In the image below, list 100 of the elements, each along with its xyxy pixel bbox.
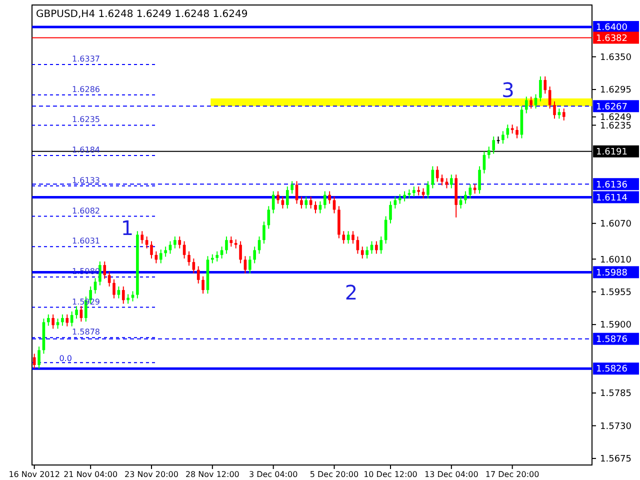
candlestick <box>192 258 196 274</box>
candlestick <box>103 260 106 280</box>
candlestick <box>225 236 228 254</box>
candlestick <box>506 124 510 139</box>
candlestick <box>516 126 518 139</box>
ref-line-label: 1.6082 <box>72 206 100 216</box>
candlestick <box>300 196 303 210</box>
candlestick <box>145 236 148 249</box>
candlestick <box>216 250 219 262</box>
candlestick <box>248 256 252 274</box>
ref-line-label: 1.5988 <box>596 268 628 278</box>
ref-line-label: 1.5826 <box>596 364 628 375</box>
candlestick <box>323 190 326 210</box>
candlestick <box>108 271 111 287</box>
y-tick-label: 1.5675 <box>600 454 632 465</box>
candlestick <box>202 276 204 294</box>
candlestick <box>539 76 542 102</box>
ref-line-label: 1.5878 <box>72 328 100 337</box>
candlestick <box>478 166 481 194</box>
candlestick <box>122 286 125 304</box>
x-tick-label: 5 Dec 20:00 <box>310 470 359 479</box>
candlestick <box>360 246 364 260</box>
candlestick <box>112 278 116 299</box>
candlestick <box>342 230 346 244</box>
candlestick <box>253 246 256 264</box>
candlestick <box>56 318 60 330</box>
annotation: 2 <box>344 280 358 304</box>
candlestick <box>188 250 190 266</box>
candlestick <box>267 206 270 230</box>
candlestick <box>502 130 504 144</box>
candlestick <box>524 96 528 114</box>
candlestick <box>346 230 350 244</box>
candlestick <box>389 200 392 224</box>
candlestick <box>117 286 120 299</box>
candlestick <box>488 146 490 160</box>
candlestick <box>440 174 444 186</box>
ref-line-label: 1.6114 <box>596 193 628 204</box>
candlestick <box>290 180 294 194</box>
y-tick-label: 1.5900 <box>600 320 632 331</box>
y-tick-label: 1.5730 <box>600 422 632 432</box>
ref-line-label: 1.6267 <box>596 102 628 112</box>
y-tick-label: 1.6010 <box>600 255 632 266</box>
candlestick <box>309 196 312 210</box>
candlestick <box>98 260 102 286</box>
candlestick <box>38 346 40 370</box>
y-tick-label: 1.5955 <box>600 288 632 298</box>
y-tick-label: 1.6235 <box>600 121 632 132</box>
candlestick <box>276 190 280 204</box>
candlestick <box>75 306 78 320</box>
candlestick <box>482 150 486 174</box>
candlestick <box>436 166 439 182</box>
candlestick <box>262 221 266 244</box>
candlestick <box>61 314 64 326</box>
ref-line-label: 1.6191 <box>596 148 628 158</box>
ref-line-label: 1.6136 <box>596 180 628 190</box>
candlestick <box>394 196 397 210</box>
candlestick <box>530 96 532 110</box>
candlestick <box>492 136 495 154</box>
candlestick <box>94 278 97 294</box>
ref-line-label: 1.6400 <box>596 23 628 34</box>
candlestick <box>328 190 331 204</box>
candlestick <box>164 246 167 258</box>
candlestick <box>239 240 242 264</box>
x-tick-label: 17 Dec 20:00 <box>485 470 540 479</box>
candlestick <box>544 76 547 94</box>
candlestick <box>46 314 50 326</box>
ref-line-label: 1.6382 <box>596 34 628 44</box>
candlestick <box>473 184 476 194</box>
candlestick <box>422 188 425 199</box>
candlestick <box>553 100 556 120</box>
x-tick-label: 10 Dec 12:00 <box>364 470 418 479</box>
candlestick <box>52 314 54 330</box>
y-tick-label: 1.6350 <box>600 52 632 63</box>
candlestick <box>230 236 233 248</box>
candlestick <box>159 249 162 264</box>
candlestick <box>459 196 462 210</box>
candlestick <box>412 186 416 198</box>
y-tick-label: 1.5785 <box>600 389 632 400</box>
y-tick-label: 1.6070 <box>600 220 632 230</box>
annotation: 0.0 <box>59 354 72 364</box>
candlestick <box>286 186 289 210</box>
candlestick <box>450 174 453 189</box>
candlestick <box>562 108 566 121</box>
chart-title: GBPUSD,H4 1.6248 1.6249 1.6248 1.6249 <box>36 9 248 20</box>
candlestick <box>66 314 69 327</box>
x-tick-label: 23 Nov 20:00 <box>124 470 178 479</box>
candlestick <box>548 86 552 110</box>
candlestick <box>464 190 467 204</box>
candlestick <box>140 230 144 244</box>
candlestick <box>174 236 176 249</box>
candlestick <box>468 184 472 199</box>
ref-line-label: 1.5876 <box>596 334 628 345</box>
candlestick <box>150 240 153 260</box>
x-tick-label: 16 Nov 2012 <box>8 470 60 479</box>
candlestick <box>196 266 200 284</box>
candlestick <box>558 108 561 120</box>
ref-line-label: 1.6337 <box>72 54 100 64</box>
candlestick <box>375 240 378 254</box>
candlestick <box>281 196 284 210</box>
candlestick <box>426 180 430 199</box>
